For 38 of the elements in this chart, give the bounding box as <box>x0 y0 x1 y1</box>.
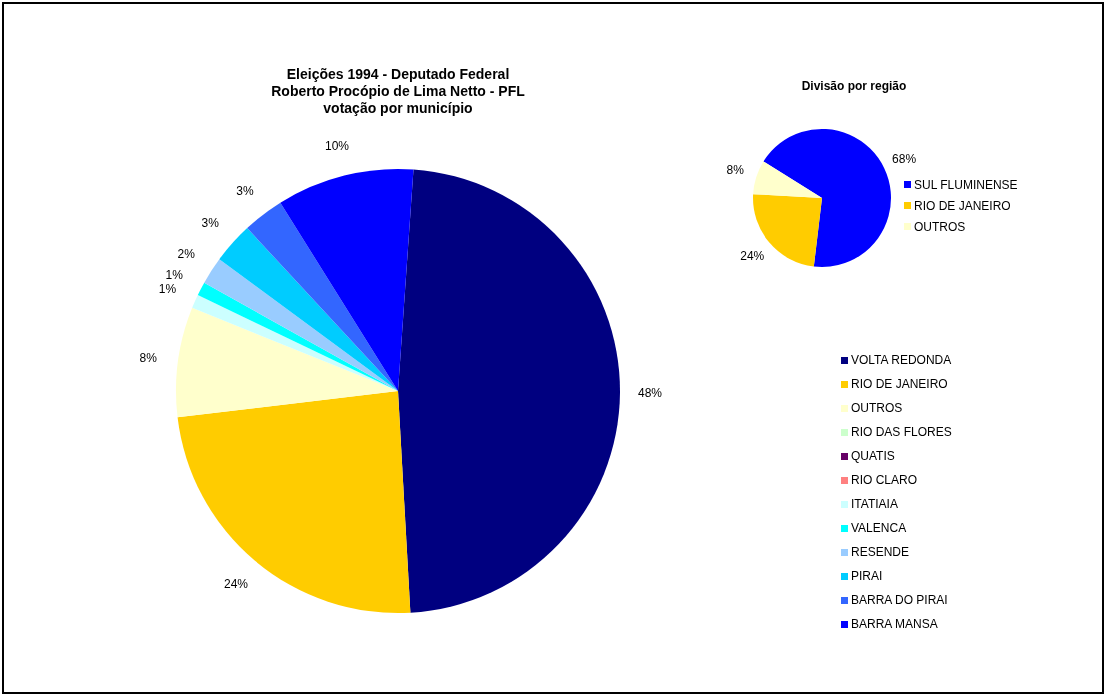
legend-label: OUTROS <box>851 401 903 415</box>
pie-slice <box>763 129 891 267</box>
legend-label: VALENCA <box>851 521 907 535</box>
data-label: 24% <box>224 577 249 592</box>
data-label: 2% <box>177 247 196 262</box>
legend-label: BARRA DO PIRAI <box>851 593 948 607</box>
legend-label: RIO CLARO <box>851 473 918 487</box>
data-label: 68% <box>892 151 917 166</box>
legend-label: VOLTA REDONDA <box>851 353 952 367</box>
data-label: 48% <box>637 385 663 400</box>
legend-label: RIO DE JANEIRO <box>851 377 948 391</box>
data-label: 24% <box>740 249 765 264</box>
chart-title: Eleições 1994 - Deputado Federal Roberto Procópio de Lima Netto - PFL votação por município <box>270 66 526 117</box>
data-label: 10% <box>325 139 350 154</box>
legend-label: OUTROS <box>914 219 966 234</box>
legend-label: ITATIAIA <box>851 497 898 511</box>
pie-slice <box>753 161 822 198</box>
data-label: 1% <box>158 282 177 297</box>
data-label: 8% <box>726 163 745 178</box>
chart-title: Divisão por região <box>800 78 908 95</box>
legend-label: RIO DE JANEIRO <box>914 198 1011 213</box>
legend-label: RIO DAS FLORES <box>851 425 952 439</box>
pie-slice <box>219 228 398 391</box>
pie-slice <box>176 307 398 418</box>
pie-slice <box>280 169 414 391</box>
data-label: 3% <box>236 183 254 198</box>
legend-label: PIRAI <box>851 569 883 583</box>
pie-slice <box>247 202 398 391</box>
pie-slice <box>398 169 620 613</box>
data-label: 8% <box>139 350 158 365</box>
data-label: 1% <box>165 268 184 283</box>
pie-slice <box>204 259 398 391</box>
legend-label: RESENDE <box>851 545 910 559</box>
pie-slice <box>177 391 411 613</box>
legend-label: BARRA MANSA <box>851 617 938 631</box>
legend-label: SUL FLUMINENSE <box>914 177 1018 192</box>
legend-label: QUATIS <box>851 449 895 463</box>
data-label: 3% <box>201 216 220 231</box>
